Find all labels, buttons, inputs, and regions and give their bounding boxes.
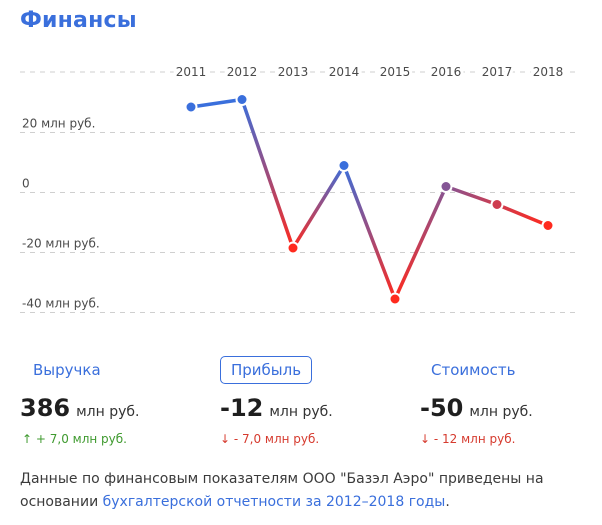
- x-tick-label: 2014: [329, 65, 360, 79]
- tab-profit[interactable]: Прибыль: [220, 356, 313, 384]
- y-axis-labels: 20 млн руб. 0 -20 млн руб. -40 млн руб.: [22, 117, 100, 311]
- revenue-unit: млн руб.: [76, 404, 140, 420]
- metric-revenue: Выручка 386 млн руб. ↑ + 7,0 млн руб.: [20, 356, 140, 446]
- chart-grid: [20, 71, 580, 313]
- series-segment: [393, 184, 448, 301]
- footnote-suffix: .: [445, 494, 450, 510]
- footnote-text: Данные по финансовым показателям ООО "Ба…: [20, 471, 544, 510]
- y-tick-label: -20 млн руб.: [22, 237, 100, 251]
- footnote: Данные по финансовым показателям ООО "Ба…: [20, 468, 585, 514]
- profit-line-chart: 2011 2012 2013 2014 2015 2016 2017 2018 20 млн …: [20, 62, 580, 313]
- data-point[interactable]: [235, 93, 249, 106]
- x-axis-labels: 2011 2012 2013 2014 2015 2016 2017 2018: [173, 62, 567, 82]
- cost-delta: ↓ - 12 млн руб.: [420, 432, 516, 446]
- series-segment: [240, 97, 295, 250]
- series-segment: [444, 184, 499, 207]
- metric-cost: Стоимость -50 млн руб. ↓ - 12 млн руб.: [420, 356, 533, 446]
- revenue-delta: ↑ + 7,0 млн руб.: [22, 432, 127, 446]
- data-point[interactable]: [439, 180, 453, 193]
- profit-unit: млн руб.: [269, 404, 333, 420]
- x-tick-label: 2013: [278, 65, 309, 79]
- series-points: [184, 93, 555, 306]
- y-tick-label: 0: [22, 177, 30, 191]
- report-link[interactable]: бухгалтерской отчетности за 2012–2018 го…: [102, 494, 446, 510]
- series-segment: [189, 97, 244, 109]
- series-line: [189, 97, 550, 301]
- x-tick-label: 2018: [533, 65, 564, 79]
- tab-revenue[interactable]: Выручка: [33, 361, 101, 379]
- data-point[interactable]: [388, 292, 402, 306]
- x-tick-label: 2015: [380, 65, 411, 79]
- cost-value: -50: [420, 394, 464, 422]
- section-title: Финансы: [20, 8, 137, 33]
- profit-value: -12: [220, 394, 264, 422]
- data-point[interactable]: [337, 159, 351, 172]
- y-tick-label: 20 млн руб.: [22, 117, 95, 131]
- series-segment: [495, 202, 550, 228]
- tab-cost[interactable]: Стоимость: [431, 361, 516, 379]
- data-point[interactable]: [286, 241, 300, 255]
- x-tick-label: 2017: [482, 65, 513, 79]
- data-point[interactable]: [184, 100, 198, 114]
- x-tick-label: 2011: [176, 65, 207, 79]
- x-tick-label: 2016: [431, 65, 462, 79]
- metric-profit: Прибыль -12 млн руб. ↓ - 7,0 млн руб.: [220, 356, 333, 446]
- revenue-value: 386: [20, 394, 71, 422]
- x-tick-label: 2012: [227, 65, 258, 79]
- cost-unit: млн руб.: [469, 404, 533, 420]
- profit-delta: ↓ - 7,0 млн руб.: [220, 432, 320, 446]
- y-tick-label: -40 млн руб.: [22, 297, 100, 311]
- series-segment: [291, 163, 346, 250]
- data-point[interactable]: [490, 198, 504, 211]
- series-segment: [342, 163, 397, 301]
- data-point[interactable]: [541, 219, 555, 232]
